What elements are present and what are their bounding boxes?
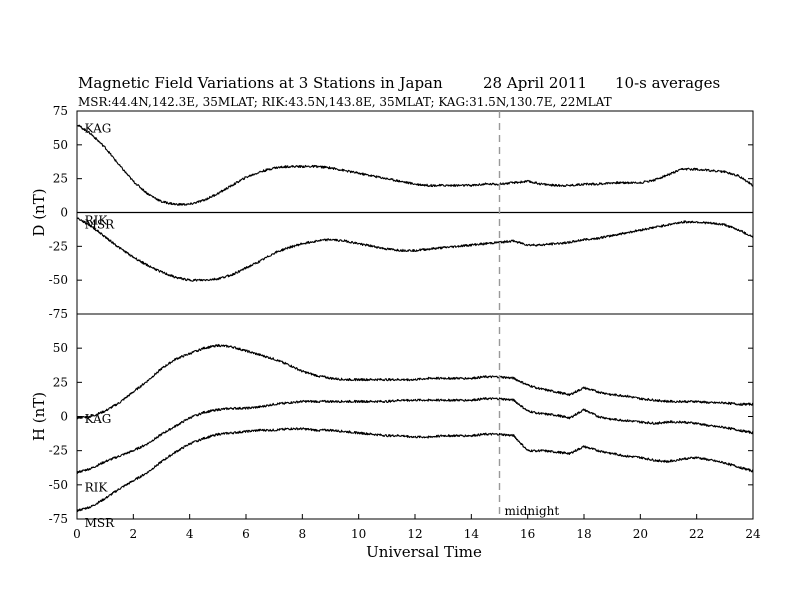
x-tick-label: 10 bbox=[351, 527, 366, 541]
y-tick-label: -25 bbox=[49, 444, 68, 458]
x-tick-label: 0 bbox=[73, 527, 81, 541]
x-tick-label: 8 bbox=[299, 527, 307, 541]
y-tick-label: -75 bbox=[49, 307, 68, 321]
station-label-msr: MSR bbox=[85, 218, 116, 232]
station-label-kag: KAG bbox=[85, 412, 112, 426]
x-tick-label: 14 bbox=[464, 527, 480, 541]
series-line-kag bbox=[76, 343, 754, 420]
x-tick-label: 16 bbox=[520, 527, 535, 541]
y-tick-label: 50 bbox=[53, 138, 68, 152]
y-axis-label: D (nT) bbox=[30, 188, 48, 236]
y-axis-label: H (nT) bbox=[30, 392, 48, 441]
series-line-kag bbox=[76, 124, 754, 206]
series-line-rik bbox=[76, 397, 754, 474]
y-tick-label: 50 bbox=[53, 341, 68, 355]
midnight-label: midnight bbox=[505, 504, 560, 518]
chart-averaging: 10-s averages bbox=[615, 74, 720, 92]
y-tick-label: 75 bbox=[53, 104, 68, 118]
x-tick-label: 2 bbox=[130, 527, 138, 541]
panel-frame-2 bbox=[76, 313, 754, 520]
x-tick-label: 20 bbox=[633, 527, 648, 541]
y-tick-label: -25 bbox=[49, 239, 68, 253]
x-tick-label: 12 bbox=[407, 527, 422, 541]
y-tick-label: -50 bbox=[49, 478, 68, 492]
chart-date: 28 April 2011 bbox=[483, 74, 587, 92]
x-tick-label: 22 bbox=[689, 527, 704, 541]
station-label-rik: RIK bbox=[85, 214, 109, 228]
y-tick-label: 0 bbox=[60, 410, 68, 424]
y-tick-label: -75 bbox=[49, 512, 68, 526]
series-line-rik-msr bbox=[76, 217, 754, 282]
station-label-rik: RIK bbox=[85, 481, 109, 495]
series-line-msr bbox=[76, 427, 754, 513]
station-label-kag: KAG bbox=[85, 122, 112, 136]
y-tick-label: -50 bbox=[49, 273, 68, 287]
x-axis-label: Universal Time bbox=[366, 543, 482, 561]
x-tick-label: 6 bbox=[242, 527, 250, 541]
x-tick-label: 4 bbox=[186, 527, 194, 541]
station-coordinates: MSR:44.4N,142.3E, 35MLAT; RIK:43.5N,143.… bbox=[78, 95, 612, 109]
chart-title: Magnetic Field Variations at 3 Stations … bbox=[78, 74, 443, 92]
x-tick-label: 24 bbox=[745, 527, 761, 541]
y-tick-label: 25 bbox=[53, 375, 68, 389]
y-tick-label: 25 bbox=[53, 172, 68, 186]
station-label-msr: MSR bbox=[85, 516, 116, 530]
x-tick-label: 18 bbox=[576, 527, 591, 541]
y-tick-label: 0 bbox=[60, 206, 68, 220]
